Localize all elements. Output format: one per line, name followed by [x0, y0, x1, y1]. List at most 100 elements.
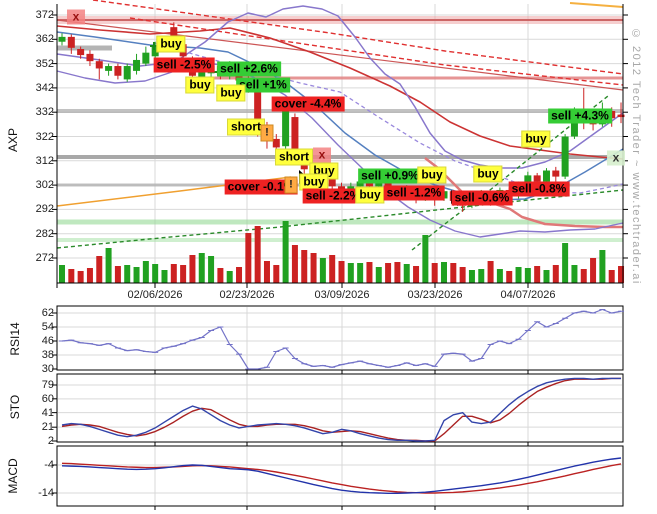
signal-label-buy: buy — [417, 166, 447, 184]
candle — [123, 66, 131, 80]
signal-label-buy: buy — [185, 76, 215, 94]
volume-bar — [506, 271, 513, 283]
volume-bar — [310, 253, 317, 283]
volume-bar — [161, 270, 168, 283]
red-trendline — [56, 19, 624, 91]
volume-bar — [413, 266, 420, 283]
signal-label-buy: buy — [156, 35, 186, 53]
volume-bar — [422, 235, 429, 283]
volume-bar — [152, 264, 159, 283]
volume-bar — [217, 268, 224, 283]
signal-label-sell-+4.3-: sell +4.3% — [548, 108, 612, 124]
candle — [272, 138, 280, 148]
volume-bar — [385, 263, 392, 283]
volume-bar — [487, 261, 494, 283]
candle — [384, 180, 392, 189]
candle — [524, 175, 532, 184]
candle — [142, 52, 150, 64]
signal-label-buy: buy — [473, 165, 503, 183]
volume-bar — [562, 243, 569, 283]
volume-bar — [68, 269, 75, 283]
candle — [170, 27, 178, 41]
candle — [114, 66, 122, 76]
volume-bar — [515, 267, 522, 283]
candle — [254, 85, 262, 131]
red-dashed-channel-1 — [92, 0, 624, 75]
sto-k-line — [61, 377, 622, 442]
candle — [198, 72, 206, 79]
volume-bar — [394, 262, 401, 283]
signal-label-sell--0.8-: sell -0.8% — [508, 181, 570, 197]
bollinger-upper — [56, 5, 624, 169]
candle — [328, 177, 336, 187]
volume-bar — [599, 250, 606, 283]
volume-bar — [77, 271, 84, 283]
volume-bar — [124, 265, 131, 283]
candle — [86, 53, 94, 62]
delete-line-handle[interactable]: x — [607, 150, 625, 166]
volume-bar — [590, 258, 597, 283]
volume-bar — [450, 263, 457, 283]
volume-bar — [282, 221, 289, 283]
delete-line-handle[interactable]: x — [67, 9, 85, 25]
volume-bar — [208, 256, 215, 283]
candle — [95, 61, 103, 69]
volume-bar — [329, 255, 336, 283]
volume-bar — [114, 266, 121, 283]
volume-bar — [263, 261, 270, 283]
volume-bar — [431, 263, 438, 283]
volume-bar — [357, 263, 364, 283]
candle — [105, 66, 113, 71]
signal-label-sell-+2.6-: sell +2.6% — [217, 61, 281, 77]
volume-bar — [366, 262, 373, 283]
macd-line — [61, 457, 622, 494]
blue-ma — [56, 31, 624, 201]
volume-bar — [347, 263, 354, 283]
red-dashed-channel-2 — [129, 17, 624, 86]
volume-bar — [198, 253, 205, 283]
orange-top-line — [569, 2, 624, 8]
volume-bar — [478, 269, 485, 283]
volume-bar — [459, 267, 466, 283]
green-dashed-support — [56, 189, 624, 249]
volume-bar — [618, 266, 625, 283]
volume-bar — [534, 266, 541, 283]
bollinger-lower — [56, 61, 624, 238]
volume-bar — [301, 250, 308, 283]
volume-bar — [180, 265, 187, 283]
candle — [282, 106, 290, 147]
signal-label-sell-+1-: sell +1% — [236, 77, 290, 93]
signal-label-sell--0.6-: sell -0.6% — [451, 190, 513, 206]
delete-line-handle[interactable]: x — [313, 147, 331, 163]
signal-label-cover--4.4-: cover -4.4% — [271, 96, 345, 112]
candle — [151, 45, 159, 57]
candle — [58, 36, 66, 42]
signal-label-short: short — [227, 118, 265, 136]
volume-bar — [236, 267, 243, 283]
volume-bar — [580, 269, 587, 283]
candle — [570, 117, 578, 137]
volume-bar — [59, 265, 65, 283]
volume-bar — [254, 226, 261, 283]
signal-label-buy: buy — [299, 173, 329, 191]
volume-bar — [86, 268, 93, 283]
signal-label-cover--0.1-: cover -0.1% — [224, 179, 298, 195]
candle — [291, 117, 299, 155]
volume-bar — [245, 233, 252, 283]
volume-bar — [105, 248, 112, 283]
volume-bar — [226, 271, 233, 283]
candle — [617, 114, 625, 118]
volume-bar — [133, 267, 140, 283]
red-ma-fast — [424, 157, 623, 229]
volume-bar — [96, 256, 103, 283]
red-ma — [56, 25, 624, 160]
volume-bar — [571, 265, 578, 283]
volume-bar — [552, 265, 559, 283]
candle — [542, 170, 550, 182]
signal-label-buy: buy — [216, 84, 246, 102]
signal-label-sell-+0.9-: sell +0.9% — [358, 168, 422, 184]
volume-bar — [608, 270, 615, 283]
candle — [67, 36, 75, 48]
